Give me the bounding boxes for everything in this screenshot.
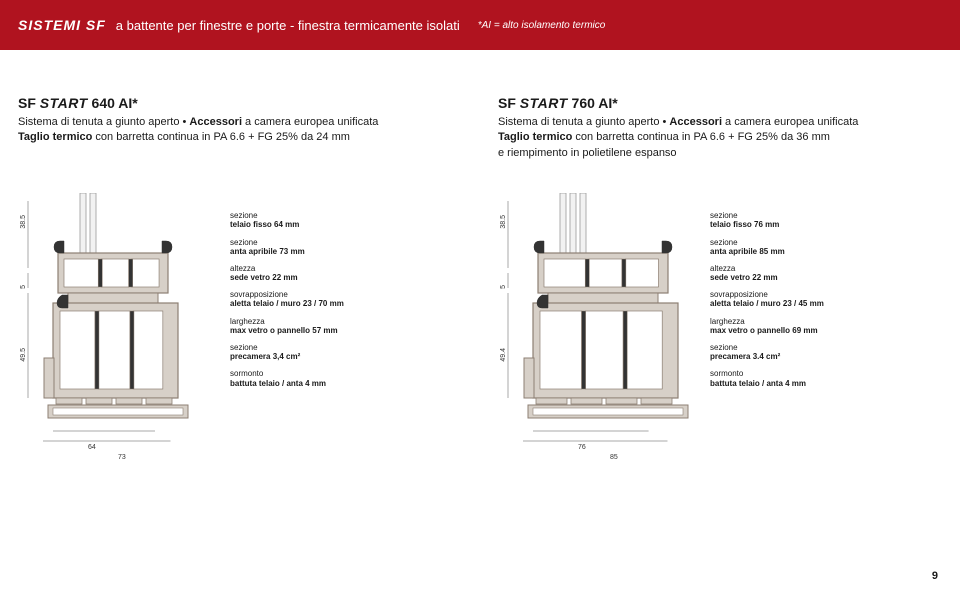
- spec-value: aletta telaio / muro 23 / 45 mm: [710, 299, 824, 308]
- spec-item: sezioneanta apribile 73 mm: [230, 238, 344, 256]
- heading-start: START: [40, 95, 88, 111]
- profile-drawing-760: 38.5 5 49.4 76 85: [498, 193, 698, 453]
- spec-value: aletta telaio / muro 23 / 70 mm: [230, 299, 344, 308]
- heading-start: START: [520, 95, 568, 111]
- line1-a: Sistema di tenuta a giunto aperto •: [18, 116, 189, 128]
- header-title: a battente per finestre e porte - finest…: [116, 18, 460, 33]
- profile-svg-icon: [18, 193, 218, 453]
- line2-a: Taglio termico: [498, 131, 572, 143]
- spec-label: altezza: [710, 264, 824, 273]
- line1-a: Sistema di tenuta a giunto aperto •: [498, 116, 669, 128]
- heading-suffix: 640 AI*: [92, 95, 138, 111]
- spec-label: sormonto: [230, 369, 344, 378]
- spec-label: sezione: [710, 343, 824, 352]
- spec-item: sovrapposizionealetta telaio / muro 23 /…: [230, 290, 344, 308]
- dim-h3: 49.4: [500, 348, 507, 362]
- heading-prefix: SF: [18, 95, 36, 111]
- spec-label: sezione: [710, 211, 824, 220]
- page-number: 9: [932, 570, 938, 582]
- spec-label: sezione: [230, 211, 344, 220]
- spec-item: sezioneprecamera 3.4 cm²: [710, 343, 824, 361]
- spec-item: sezioneanta apribile 85 mm: [710, 238, 824, 256]
- spec-value: battuta telaio / anta 4 mm: [710, 379, 824, 388]
- spec-value: precamera 3.4 cm²: [710, 352, 824, 361]
- dim-h2: 5: [500, 285, 507, 289]
- spec-list-760: sezionetelaio fisso 76 mm sezioneanta ap…: [710, 193, 824, 453]
- dim-h1: 38.5: [500, 215, 507, 229]
- header-band: SISTEMI SF a battente per finestre e por…: [0, 0, 960, 50]
- spec-label: sormonto: [710, 369, 824, 378]
- heading-prefix: SF: [498, 95, 516, 111]
- profile-drawing-640: 38.5 5 49.5 64 73: [18, 193, 218, 453]
- product-line1: Sistema di tenuta a giunto aperto • Acce…: [18, 115, 462, 130]
- line1-b: Accessori: [189, 116, 242, 128]
- product-row: SF START 640 AI* Sistema di tenuta a giu…: [0, 50, 960, 161]
- diagram-block-760: 38.5 5 49.4 76 85 sezionetelaio fisso 76…: [498, 193, 942, 453]
- header-note: *AI = alto isolamento termico: [478, 20, 606, 31]
- line2-b: con barretta continua in PA 6.6 + FG 25%…: [92, 131, 350, 143]
- spec-item: larghezzamax vetro o pannello 57 mm: [230, 317, 344, 335]
- dim-w1: 64: [88, 444, 96, 451]
- dim-h1: 38.5: [20, 215, 27, 229]
- spec-label: larghezza: [710, 317, 824, 326]
- spec-label: altezza: [230, 264, 344, 273]
- product-heading: SF START 760 AI*: [498, 95, 942, 111]
- spec-label: sezione: [710, 238, 824, 247]
- spec-item: sormontobattuta telaio / anta 4 mm: [710, 369, 824, 387]
- spec-item: sormontobattuta telaio / anta 4 mm: [230, 369, 344, 387]
- spec-label: larghezza: [230, 317, 344, 326]
- line1-b: Accessori: [669, 116, 722, 128]
- dim-w2: 85: [610, 454, 618, 461]
- spec-item: sezioneprecamera 3,4 cm²: [230, 343, 344, 361]
- profile-svg-icon: [498, 193, 698, 453]
- diagram-row: 38.5 5 49.5 64 73 sezionetelaio fisso 64…: [0, 161, 960, 453]
- spec-item: altezzasede vetro 22 mm: [710, 264, 824, 282]
- spec-value: sede vetro 22 mm: [710, 273, 824, 282]
- spec-value: telaio fisso 76 mm: [710, 220, 824, 229]
- spec-item: sezionetelaio fisso 76 mm: [710, 211, 824, 229]
- spec-label: sovrapposizione: [230, 290, 344, 299]
- spec-value: precamera 3,4 cm²: [230, 352, 344, 361]
- line1-c: a camera europea unificata: [242, 116, 378, 128]
- spec-value: anta apribile 73 mm: [230, 247, 344, 256]
- product-line1: Sistema di tenuta a giunto aperto • Acce…: [498, 115, 942, 130]
- spec-item: altezzasede vetro 22 mm: [230, 264, 344, 282]
- spec-label: sezione: [230, 238, 344, 247]
- dim-w2: 73: [118, 454, 126, 461]
- line1-c: a camera europea unificata: [722, 116, 858, 128]
- spec-label: sezione: [230, 343, 344, 352]
- product-760: SF START 760 AI* Sistema di tenuta a giu…: [498, 95, 942, 161]
- line2-b: con barretta continua in PA 6.6 + FG 25%…: [572, 131, 830, 143]
- spec-value: anta apribile 85 mm: [710, 247, 824, 256]
- diagram-block-640: 38.5 5 49.5 64 73 sezionetelaio fisso 64…: [18, 193, 462, 453]
- product-heading: SF START 640 AI*: [18, 95, 462, 111]
- spec-value: telaio fisso 64 mm: [230, 220, 344, 229]
- brand-logo: SISTEMI SF: [18, 17, 106, 33]
- dim-w1: 76: [578, 444, 586, 451]
- spec-item: sovrapposizionealetta telaio / muro 23 /…: [710, 290, 824, 308]
- line2-a: Taglio termico: [18, 131, 92, 143]
- product-line3: e riempimento in polietilene espanso: [498, 146, 942, 161]
- spec-value: battuta telaio / anta 4 mm: [230, 379, 344, 388]
- dim-h2: 5: [20, 285, 27, 289]
- spec-value: max vetro o pannello 57 mm: [230, 326, 344, 335]
- dim-h3: 49.5: [20, 348, 27, 362]
- spec-item: larghezzamax vetro o pannello 69 mm: [710, 317, 824, 335]
- spec-list-640: sezionetelaio fisso 64 mm sezioneanta ap…: [230, 193, 344, 453]
- spec-value: sede vetro 22 mm: [230, 273, 344, 282]
- spec-value: max vetro o pannello 69 mm: [710, 326, 824, 335]
- spec-item: sezionetelaio fisso 64 mm: [230, 211, 344, 229]
- product-640: SF START 640 AI* Sistema di tenuta a giu…: [18, 95, 462, 161]
- product-line2: Taglio termico con barretta continua in …: [18, 130, 462, 145]
- product-line2: Taglio termico con barretta continua in …: [498, 130, 942, 145]
- heading-suffix: 760 AI*: [572, 95, 618, 111]
- spec-label: sovrapposizione: [710, 290, 824, 299]
